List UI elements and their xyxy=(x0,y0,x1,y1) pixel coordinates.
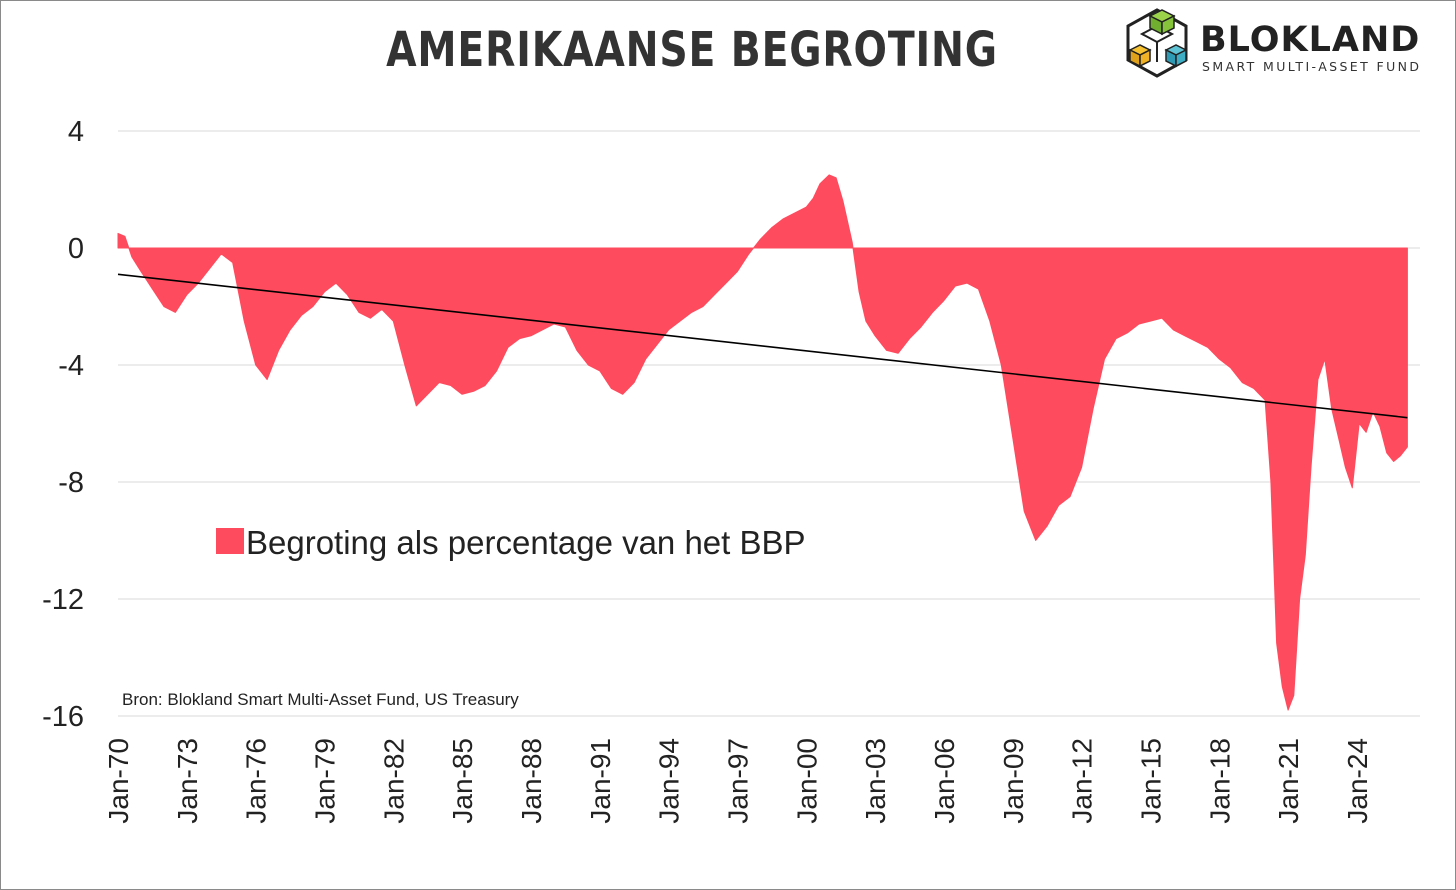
y-tick-label: -16 xyxy=(42,701,84,733)
x-tick-label: Jan-24 xyxy=(1342,738,1373,824)
x-tick-label: Jan-91 xyxy=(585,738,616,824)
x-axis-ticks: Jan-70 Jan-73 Jan-76 Jan-79 Jan-82 Jan-85 Jan-… xyxy=(103,738,1373,824)
x-tick-label: Jan-73 xyxy=(172,738,203,824)
x-tick-label: Jan-76 xyxy=(241,738,272,824)
y-tick-label: 0 xyxy=(68,233,84,265)
trendline-path xyxy=(117,273,1408,419)
brand-logo: BLOKLAND SMART MULTI-ASSET FUND xyxy=(1120,6,1450,80)
x-tick-label: Jan-79 xyxy=(309,738,340,824)
area-series xyxy=(117,174,1408,711)
brand-name: BLOKLAND xyxy=(1200,20,1421,60)
x-tick-label: Jan-15 xyxy=(1135,738,1166,824)
x-tick-label: Jan-85 xyxy=(447,738,478,824)
y-axis-ticks: 4 0 -4 -8 -12 -16 xyxy=(42,116,84,733)
x-tick-label: Jan-97 xyxy=(722,738,753,824)
x-tick-label: Jan-70 xyxy=(103,738,134,824)
cube-icon xyxy=(1126,8,1188,78)
legend-swatch xyxy=(216,528,244,554)
x-tick-label: Jan-12 xyxy=(1067,738,1098,824)
x-tick-label: Jan-03 xyxy=(860,738,891,824)
x-tick-label: Jan-94 xyxy=(654,738,685,824)
trendline xyxy=(117,273,1408,419)
source-note: Bron: Blokland Smart Multi-Asset Fund, U… xyxy=(122,690,519,709)
x-tick-label: Jan-09 xyxy=(998,738,1029,824)
y-tick-label: 4 xyxy=(68,116,84,148)
legend: Begroting als percentage van het BBP xyxy=(216,524,806,561)
y-tick-label: -8 xyxy=(58,467,84,499)
chart-title: AMERIKAANSE BEGROTING xyxy=(386,22,998,78)
legend-label: Begroting als percentage van het BBP xyxy=(246,524,806,561)
x-tick-label: Jan-06 xyxy=(929,738,960,824)
x-tick-label: Jan-18 xyxy=(1204,738,1235,824)
x-tick-label: Jan-00 xyxy=(791,738,822,824)
x-tick-label: Jan-88 xyxy=(516,738,547,824)
x-tick-label: Jan-21 xyxy=(1273,738,1304,824)
y-tick-label: -12 xyxy=(42,584,84,616)
area-series-path xyxy=(117,174,1408,711)
x-tick-label: Jan-82 xyxy=(378,738,409,824)
brand-tagline: SMART MULTI-ASSET FUND xyxy=(1202,59,1422,74)
gridlines xyxy=(118,130,1420,717)
y-tick-label: -4 xyxy=(58,350,84,382)
